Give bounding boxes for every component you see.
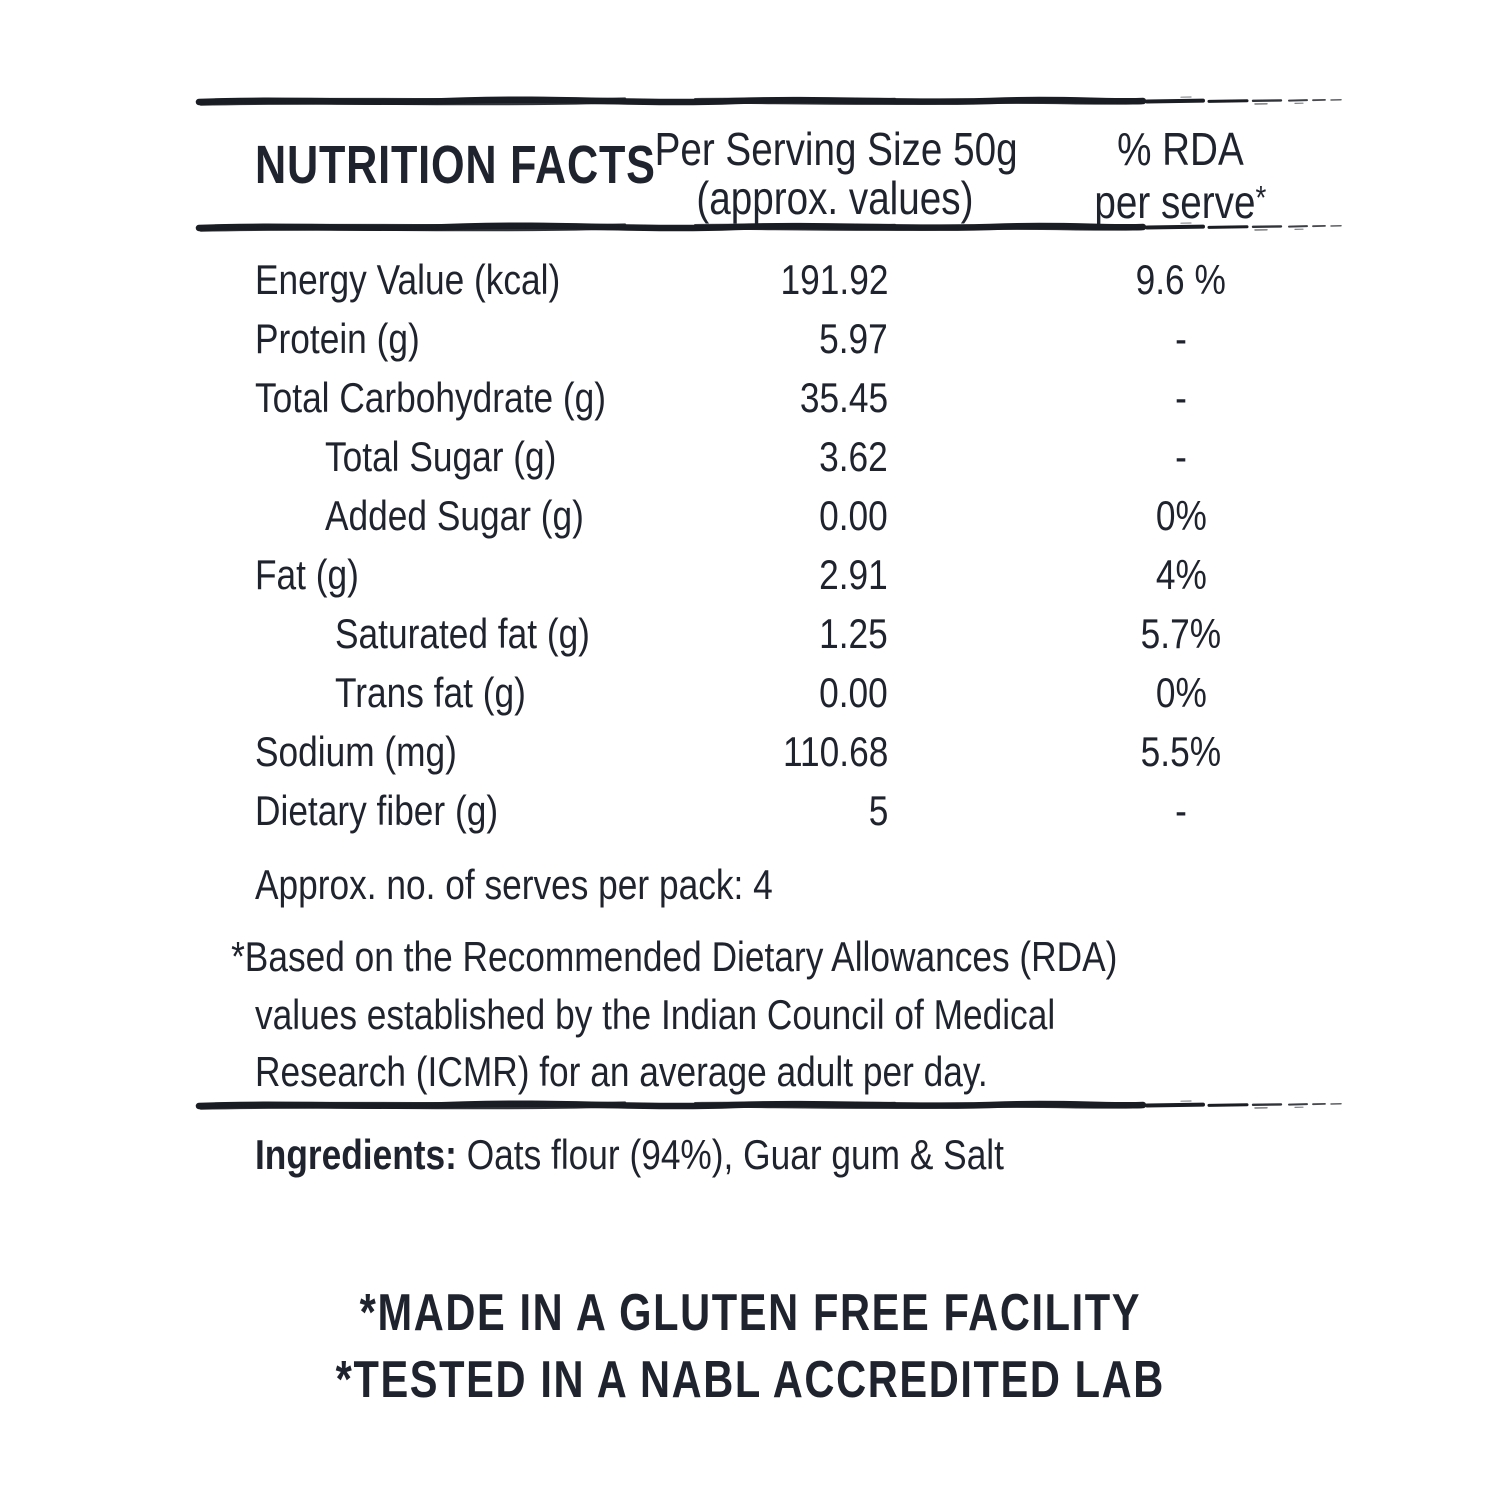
rda-header-line2: per serve*: [1094, 176, 1266, 228]
claim-nabl-lab: *TESTED IN A NABL ACCREDITED LAB: [335, 1351, 1165, 1409]
ingredients-line: Ingredients: Oats flour (94%), Guar gum …: [255, 1126, 1147, 1183]
rda-header: % RDA per serve*: [1050, 125, 1310, 227]
divider-line-header-bottom: [195, 218, 1345, 236]
nutrient-rda: 0%: [1155, 492, 1207, 539]
nutrient-rda: -: [1175, 374, 1187, 421]
serving-size-header: Per Serving Size 50g (approx. values): [620, 125, 1050, 227]
nutrient-value: 1.25: [819, 610, 888, 657]
nutrient-rda: -: [1175, 433, 1187, 480]
ingredients-label: Ingredients:: [255, 1131, 457, 1178]
table-header: NUTRITION FACTS Per Serving Size 50g (ap…: [255, 118, 1310, 227]
nutrient-value: 191.92: [780, 256, 888, 303]
nutrient-value: 35.45: [799, 374, 888, 421]
nutrient-value: 110.68: [782, 728, 888, 775]
table-row: Added Sugar (g) 0.00 0%: [255, 486, 1340, 545]
nutrient-label: Fat (g): [255, 551, 359, 598]
nutrient-label: Protein (g): [255, 315, 420, 362]
rda-footnote-line1: *Based on the Recommended Dietary Allowa…: [231, 933, 1118, 980]
nutrient-rda: -: [1175, 315, 1187, 362]
nutrient-value: 0.00: [819, 492, 888, 539]
nutrient-label: Total Carbohydrate (g): [255, 374, 607, 421]
nutrition-table: Energy Value (kcal) 191.92 9.6 % Protein…: [255, 250, 1340, 840]
nutrient-label: Total Sugar (g): [325, 433, 557, 480]
claim-gluten-free: *MADE IN A GLUTEN FREE FACILITY: [359, 1284, 1141, 1342]
nutrient-value: 3.62: [819, 433, 888, 480]
nutrient-rda: 4%: [1155, 551, 1207, 598]
table-row: Sodium (mg) 110.68 5.5%: [255, 722, 1340, 781]
table-row: Saturated fat (g) 1.25 5.7%: [255, 604, 1340, 663]
nutrient-value: 2.91: [819, 551, 888, 598]
rda-header-line1: % RDA: [1116, 123, 1244, 175]
nutrition-facts-title: NUTRITION FACTS: [255, 134, 655, 227]
serving-size-line2: (approx. values): [696, 172, 974, 224]
nutrient-label: Dietary fiber (g): [255, 787, 499, 834]
table-row: Total Carbohydrate (g) 35.45 -: [255, 368, 1340, 427]
nutrient-label: Energy Value (kcal): [255, 256, 561, 303]
table-row: Trans fat (g) 0.00 0%: [255, 663, 1340, 722]
nutrient-label: Saturated fat (g): [335, 610, 590, 657]
rda-footnote: *Based on the Recommended Dietary Allowa…: [231, 928, 1315, 1101]
nutrient-label: Trans fat (g): [335, 669, 526, 716]
serves-note: Approx. no. of serves per pack: 4: [255, 861, 773, 908]
divider-line-footnote-bottom: [195, 1096, 1345, 1114]
nutrient-rda: 5.5%: [1140, 728, 1222, 775]
nutrient-value: 5.97: [819, 315, 888, 362]
nutrient-rda: 0%: [1155, 669, 1207, 716]
rda-footnote-line2: values established by the Indian Council…: [255, 990, 1056, 1038]
serving-size-line1: Per Serving Size 50g: [654, 123, 1018, 175]
rda-footnote-line3: Research (ICMR) for an average adult per…: [255, 1048, 988, 1095]
table-row: Dietary fiber (g) 5 -: [255, 781, 1340, 840]
nutrient-value: 0.00: [819, 669, 888, 716]
nutrient-rda: 9.6 %: [1135, 256, 1227, 303]
ingredients-text: Oats flour (94%), Guar gum & Salt: [466, 1131, 1004, 1178]
nutrient-label: Sodium (mg): [255, 728, 457, 775]
nutrition-facts-title-text: NUTRITION FACTS: [255, 135, 656, 195]
footer-claims: *MADE IN A GLUTEN FREE FACILITY *TESTED …: [195, 1280, 1305, 1414]
table-row: Energy Value (kcal) 191.92 9.6 %: [255, 250, 1340, 309]
nutrient-rda: 5.7%: [1140, 610, 1222, 657]
divider-line-top: [195, 92, 1345, 110]
table-row: Total Sugar (g) 3.62 -: [255, 427, 1340, 486]
nutrient-label: Added Sugar (g): [325, 492, 584, 539]
rda-asterisk: *: [1255, 180, 1266, 217]
table-row: Fat (g) 2.91 4%: [255, 545, 1340, 604]
nutrient-rda: -: [1175, 787, 1187, 834]
table-row: Protein (g) 5.97 -: [255, 309, 1340, 368]
nutrient-value: 5: [868, 787, 888, 834]
